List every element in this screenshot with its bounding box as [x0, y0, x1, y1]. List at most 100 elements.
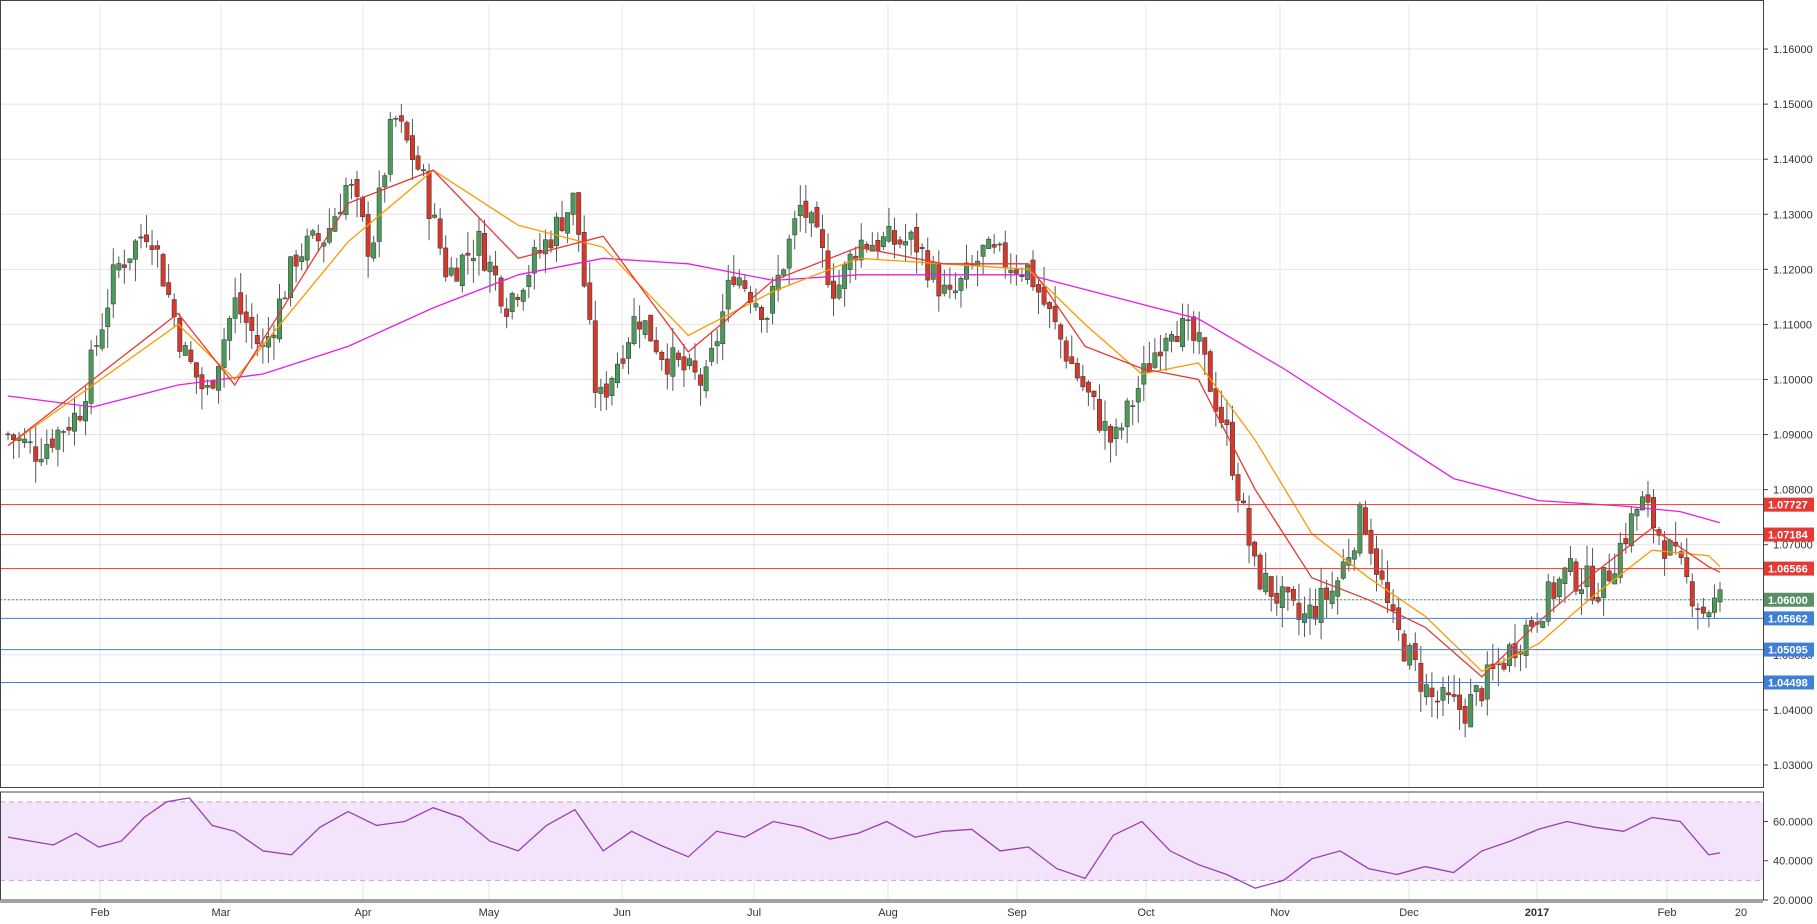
candle-body — [1362, 507, 1368, 535]
candle-body — [1401, 633, 1407, 662]
candle-body — [1507, 644, 1512, 666]
candle-body — [432, 214, 438, 218]
candle-body — [603, 383, 609, 398]
candle-body — [736, 277, 742, 286]
candle-body — [343, 185, 349, 215]
x-tick-label: Mar — [212, 907, 231, 919]
candle-body — [531, 247, 537, 274]
candle-body — [930, 262, 936, 280]
candle-body — [648, 314, 654, 342]
candle-body — [1357, 503, 1363, 554]
candle-body — [914, 227, 920, 253]
candle-body — [1063, 340, 1069, 362]
candle-body — [1024, 264, 1030, 280]
candle-body — [986, 238, 992, 249]
candle-body — [1157, 351, 1163, 357]
candle-body — [836, 284, 842, 299]
candle-body — [781, 269, 787, 276]
candle-body — [670, 347, 676, 377]
candle-body — [182, 345, 188, 356]
ma-long-line — [7, 257, 1721, 524]
candle-body — [814, 207, 820, 228]
price-y-tick-label: 1.12000 — [1773, 264, 1813, 276]
candle-body — [254, 335, 260, 345]
candle-body — [1462, 706, 1468, 724]
candle-body — [1617, 542, 1623, 578]
x-tick-label: Feb — [1658, 907, 1677, 919]
rsi-band-fill — [1, 801, 1763, 881]
candle-body — [55, 429, 61, 450]
candle-body — [415, 155, 421, 170]
candle-body — [936, 264, 942, 297]
candle-body — [1013, 269, 1019, 274]
candle-body — [1512, 643, 1518, 659]
candle-body — [1446, 692, 1451, 696]
candle-body — [1058, 324, 1064, 340]
price-level-tag-label: 1.07184 — [1768, 530, 1809, 542]
candle-body — [487, 261, 493, 273]
candle-body — [825, 250, 831, 286]
candle-body — [1185, 319, 1191, 321]
candle-body — [991, 244, 997, 248]
candle-body — [121, 264, 127, 268]
candle-body — [1324, 587, 1330, 600]
candle-body — [166, 282, 172, 295]
candle-body — [1429, 687, 1435, 697]
candle-body — [60, 431, 66, 433]
candle-body — [99, 329, 105, 349]
candle-body — [232, 297, 238, 319]
candle-body — [382, 175, 388, 188]
candle-body — [903, 241, 909, 246]
candle-body — [1290, 589, 1296, 601]
price-level-tag — [1764, 675, 1814, 690]
price-y-tick-label: 1.10000 — [1773, 374, 1813, 386]
candle-body — [94, 345, 100, 347]
candle-body — [1124, 400, 1130, 427]
candle-body — [1097, 399, 1102, 431]
candle-body — [1074, 362, 1080, 379]
candle-body — [1213, 388, 1219, 412]
candle-body — [498, 277, 504, 307]
candle-body — [310, 230, 316, 236]
candle-body — [1451, 694, 1457, 697]
candle-body — [66, 426, 72, 431]
candle-body — [1263, 572, 1269, 593]
candle-body — [675, 352, 681, 360]
candle-body — [1036, 284, 1041, 293]
candle-body — [1102, 421, 1108, 431]
candle-body — [404, 122, 410, 141]
candle-body — [426, 170, 432, 219]
candle-body — [349, 183, 354, 186]
candle-body — [1623, 538, 1629, 545]
candle-body — [454, 267, 460, 282]
price-y-tick-label: 1.07000 — [1773, 540, 1813, 552]
candle-body — [144, 234, 149, 243]
candle-body — [565, 212, 571, 234]
candle-body — [1645, 494, 1651, 503]
candle-body — [1628, 513, 1634, 547]
x-tick-label: Aug — [878, 907, 898, 919]
candle-body — [110, 264, 116, 305]
candle-body — [249, 316, 255, 331]
price-pane-border — [0, 0, 1764, 788]
candle-body — [919, 247, 925, 249]
candle-body — [1108, 425, 1114, 443]
candle-body — [759, 307, 764, 320]
candle-body — [1019, 275, 1025, 277]
candle-body — [437, 218, 443, 249]
candle-body — [138, 236, 144, 239]
candle-body — [526, 274, 532, 287]
candle-body — [188, 349, 194, 362]
candle-body — [1180, 317, 1186, 347]
candle-body — [216, 366, 221, 391]
candle-body — [1418, 662, 1424, 692]
candle-body — [360, 197, 366, 218]
candle-body — [271, 334, 277, 339]
rsi-pane-border — [0, 791, 1764, 901]
candle-body — [1257, 554, 1263, 590]
candle-body — [410, 135, 415, 160]
price-level-tag — [1764, 642, 1814, 657]
candle-body — [786, 238, 792, 269]
price-y-tick-label: 1.11000 — [1773, 319, 1812, 331]
x-tick-label: Oct — [1137, 907, 1154, 919]
